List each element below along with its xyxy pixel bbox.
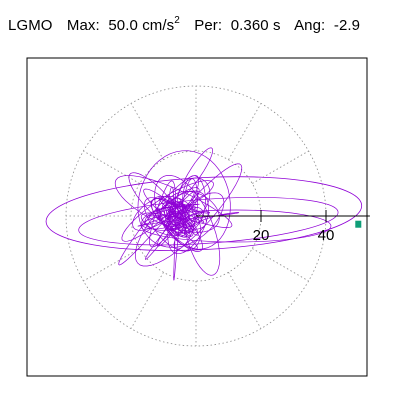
grid-spoke-150 [83, 150, 140, 184]
orbit-trace [45, 147, 363, 281]
orbit-loop-large [45, 176, 363, 251]
orbit-loop-wide [78, 197, 339, 246]
max-unit-exponent: 2 [174, 15, 180, 26]
grid-spoke-120 [130, 103, 164, 160]
orbit-loop-right [140, 209, 332, 243]
max-amplitude-marker [355, 220, 362, 228]
orbit-path [114, 147, 243, 281]
grid-spoke-30 [252, 150, 309, 184]
period-value: 0.360 s [230, 17, 281, 34]
grid-spoke-300 [228, 272, 262, 329]
max-label: Max: [66, 17, 100, 34]
angle-label: Ang: [294, 17, 326, 34]
max-value: 50.0 [108, 17, 138, 34]
plot-frame [26, 57, 368, 377]
radial-tick-label-20: 20 [253, 227, 270, 244]
grid-spoke-60 [228, 103, 262, 160]
radial-tick-label-40: 40 [318, 227, 335, 244]
chart-title: LGMO Max: 50.0 cm/s2 Per: 0.360 s Ang: -… [8, 15, 361, 34]
grid-spoke-240 [130, 272, 164, 329]
max-unit: cm/s [142, 17, 175, 34]
period-label: Per: [194, 17, 223, 34]
radial-axis: 20 40 [196, 210, 370, 244]
grid-spoke-330 [252, 248, 309, 282]
grid-spoke-210 [83, 248, 140, 282]
station-code: LGMO [8, 17, 53, 34]
angle-value: -2.9 [333, 17, 361, 34]
